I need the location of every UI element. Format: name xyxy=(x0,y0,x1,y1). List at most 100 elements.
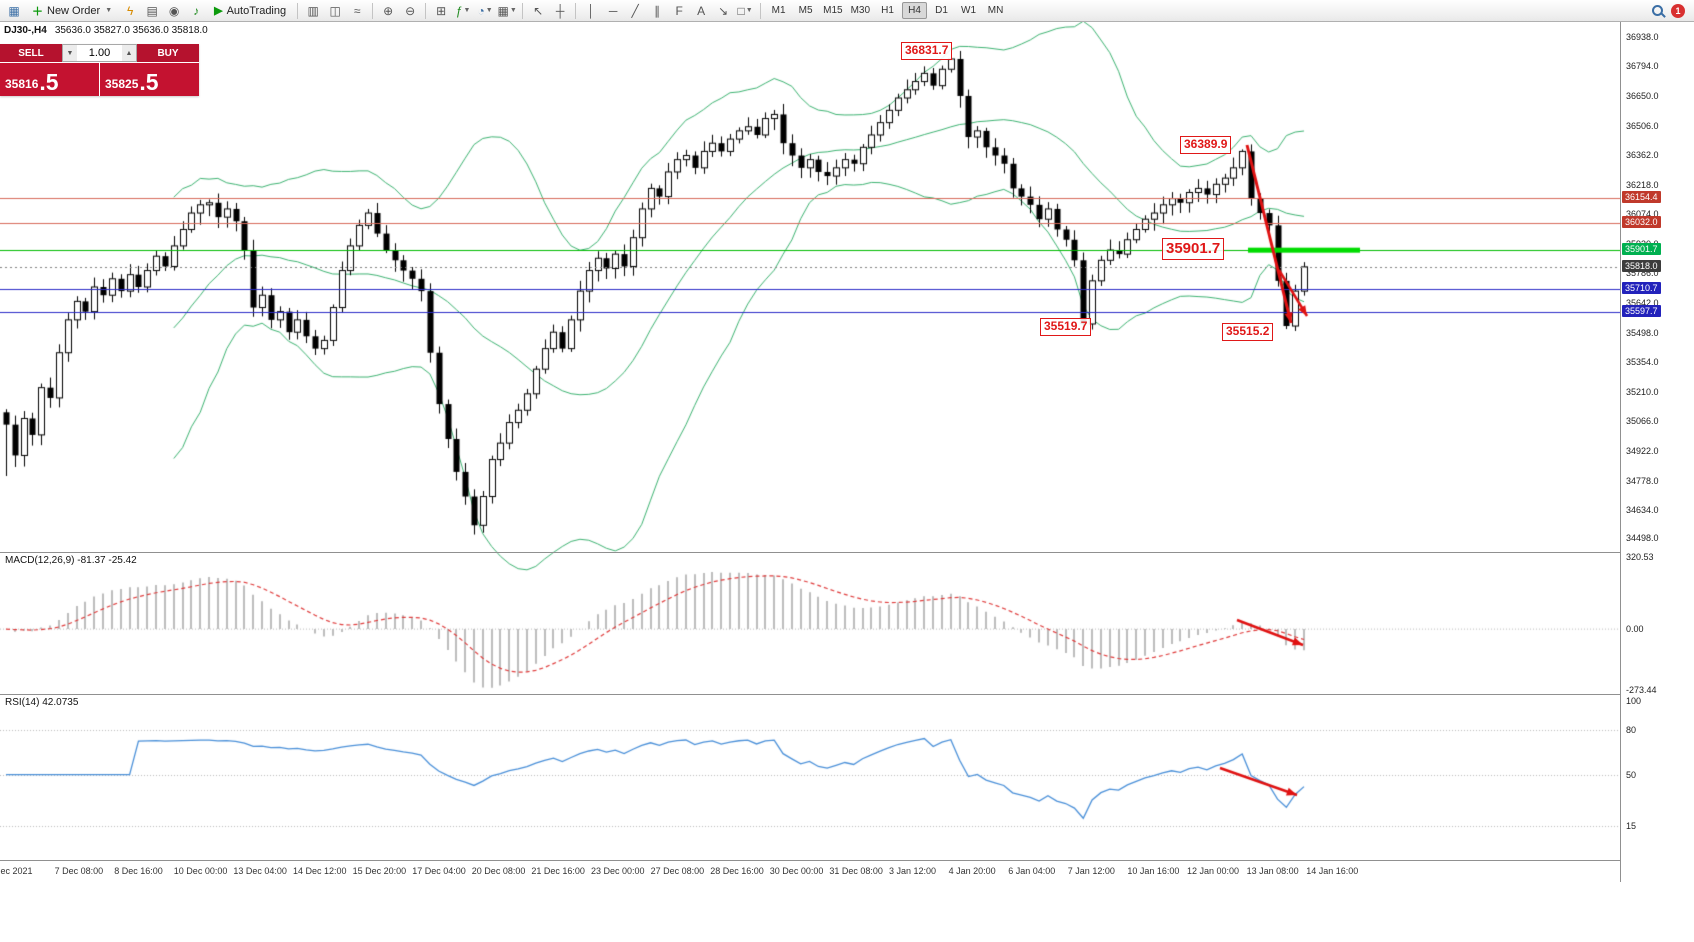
volume-box: ▼ ▲ xyxy=(62,44,137,62)
price-tick: 36074.0 xyxy=(1626,209,1659,220)
time-tick: 30 Dec 00:00 xyxy=(769,866,824,876)
rsi-panel-divider[interactable] xyxy=(0,694,1694,695)
toolbar-separator xyxy=(372,2,374,19)
price-badge: 35818.0 xyxy=(1622,259,1661,272)
price-tick: 36794.0 xyxy=(1626,61,1659,72)
time-tick: 13 Dec 04:00 xyxy=(233,866,287,876)
volume-input[interactable] xyxy=(77,45,122,61)
price-annotation-label[interactable]: 35901.7 xyxy=(1162,238,1225,260)
chart-window: DJ30-,H4 35636.0 35827.0 35636.0 35818.0 … xyxy=(0,22,1694,942)
symbol-label: DJ30-,H4 xyxy=(4,25,47,36)
new-order-button[interactable]: ＋ New Order ▼ xyxy=(25,1,119,20)
zoom-out-icon[interactable]: ⊖ xyxy=(405,3,416,18)
sell-price-panel[interactable]: 35816 .5 xyxy=(0,63,99,96)
timeframe-m30[interactable]: M30 xyxy=(850,5,871,16)
time-tick: 14 Dec 12:00 xyxy=(293,866,347,876)
cursor-icon[interactable]: ↖ xyxy=(533,3,544,18)
price-tick: 35354.0 xyxy=(1626,357,1659,368)
sell-price-int: 35816 xyxy=(5,76,39,91)
trendline-icon[interactable]: ╱ xyxy=(631,3,639,18)
price-annotation-label[interactable]: 35515.2 xyxy=(1222,323,1274,341)
rsi-axis-tick: 80 xyxy=(1626,725,1637,736)
rsi-axis-tick: 50 xyxy=(1626,769,1637,780)
volume-up-icon[interactable]: ▲ xyxy=(122,45,136,61)
timeframe-h4[interactable]: H4 xyxy=(902,2,928,19)
time-tick: 4 Jan 20:00 xyxy=(948,866,996,876)
search-icon[interactable] xyxy=(1652,5,1663,16)
macd-panel-divider[interactable] xyxy=(0,552,1694,553)
price-annotation-label[interactable]: 35519.7 xyxy=(1040,318,1092,336)
macd-axis-tick: 320.53 xyxy=(1626,552,1654,563)
price-badge: 36032.0 xyxy=(1622,215,1661,228)
chevron-down-icon: ▼ xyxy=(485,7,493,14)
new-order-label: New Order xyxy=(47,4,101,17)
autotrading-button[interactable]: ▶ AutoTrading xyxy=(207,1,293,20)
toolbar-separator xyxy=(425,2,427,19)
crosshair-icon[interactable]: ┼ xyxy=(555,3,565,18)
buy-button[interactable]: BUY xyxy=(137,44,199,62)
sell-button[interactable]: SELL xyxy=(0,44,62,62)
channel-icon[interactable]: ∥ xyxy=(654,3,661,18)
timeframe-mn[interactable]: MN xyxy=(987,5,1004,16)
price-tick: 36506.0 xyxy=(1626,120,1659,131)
sound-icon[interactable]: ♪ xyxy=(193,3,200,18)
zoom-in-icon[interactable]: ⊕ xyxy=(383,3,394,18)
time-tick: 20 Dec 08:00 xyxy=(471,866,526,876)
tile-windows-icon[interactable]: ⊞ xyxy=(436,3,447,18)
vertical-line-icon[interactable]: │ xyxy=(587,3,595,18)
bar-chart-icon[interactable]: ▥ xyxy=(307,3,319,18)
time-tick: 8 Dec 16:00 xyxy=(114,866,163,876)
time-axis[interactable]: Dec 2021 7 Dec 08:00 8 Dec 16:00 10 Dec 00:… xyxy=(0,860,1620,882)
chevron-down-icon: ▼ xyxy=(463,7,471,14)
rsi-label: RSI(14) 42.0735 xyxy=(3,697,81,708)
time-tick: Dec 2021 xyxy=(0,866,33,876)
price-axis[interactable]: 36938.0 36794.0 36650.0 36506.0 36362.0 36218… xyxy=(1620,22,1694,882)
buy-price-panel[interactable]: 35825 .5 xyxy=(100,63,199,96)
price-badge: 35597.7 xyxy=(1622,305,1661,318)
price-badge: 36154.4 xyxy=(1622,190,1661,203)
macd-label: MACD(12,26,9) -81.37 -25.42 xyxy=(3,555,139,566)
buy-price-int: 35825 xyxy=(105,76,139,91)
chart-canvas[interactable] xyxy=(0,22,1620,882)
indicators-icon[interactable]: ƒ ▼ xyxy=(455,3,471,18)
timeframe-w1[interactable]: W1 xyxy=(961,5,977,16)
timeframe-m15[interactable]: M15 xyxy=(823,5,843,16)
time-tick: 31 Dec 08:00 xyxy=(829,866,883,876)
timeframe-h1[interactable]: H1 xyxy=(881,5,894,16)
print-icon[interactable]: ▤ xyxy=(146,3,158,18)
chart-ohlc-info: DJ30-,H4 35636.0 35827.0 35636.0 35818.0 xyxy=(4,25,208,36)
templates-icon[interactable]: ▦ ▼ xyxy=(497,3,517,18)
rsi-axis-tick: 15 xyxy=(1626,821,1637,832)
rsi-axis-tick: 100 xyxy=(1626,695,1642,706)
horizontal-line-icon[interactable]: ─ xyxy=(608,3,618,18)
fibonacci-icon[interactable]: F xyxy=(675,3,683,18)
timeframe-m1[interactable]: M1 xyxy=(771,5,786,16)
shapes-icon[interactable]: □ ▼ xyxy=(737,3,753,18)
volume-down-icon[interactable]: ▼ xyxy=(63,45,77,61)
arrow-tool-icon[interactable]: ↘ xyxy=(718,3,729,18)
data-window-icon[interactable]: ◉ xyxy=(168,3,180,18)
time-tick: 7 Jan 12:00 xyxy=(1067,866,1115,876)
text-icon[interactable]: A xyxy=(697,3,706,18)
time-tick: 10 Jan 16:00 xyxy=(1127,866,1180,876)
timeframe-m5[interactable]: M5 xyxy=(798,5,813,16)
ohlc-values: 35636.0 35827.0 35636.0 35818.0 xyxy=(54,25,208,36)
line-chart-icon[interactable]: ≈ xyxy=(353,3,361,18)
price-tick: 36362.0 xyxy=(1626,150,1659,161)
price-annotation-label[interactable]: 36831.7 xyxy=(901,42,953,60)
price-tick: 36650.0 xyxy=(1626,90,1659,101)
lightning-icon[interactable]: ϟ xyxy=(126,3,134,18)
price-annotation-label[interactable]: 36389.9 xyxy=(1180,136,1232,154)
notification-badge[interactable]: 1 xyxy=(1671,3,1685,18)
time-tick: 27 Dec 08:00 xyxy=(650,866,705,876)
price-tick: 36218.0 xyxy=(1626,179,1659,190)
macd-axis-tick: 0.00 xyxy=(1626,624,1644,635)
price-tick: 34634.0 xyxy=(1626,505,1659,516)
time-tick: 13 Jan 08:00 xyxy=(1246,866,1299,876)
price-badge: 35710.7 xyxy=(1622,281,1661,294)
chevron-down-icon: ▼ xyxy=(745,7,753,14)
time-tick: 7 Dec 08:00 xyxy=(54,866,104,876)
candlestick-chart-icon[interactable]: ◫ xyxy=(329,3,341,18)
periods-icon[interactable]: ◔ ▼ xyxy=(477,3,493,18)
timeframe-d1[interactable]: D1 xyxy=(935,5,948,16)
